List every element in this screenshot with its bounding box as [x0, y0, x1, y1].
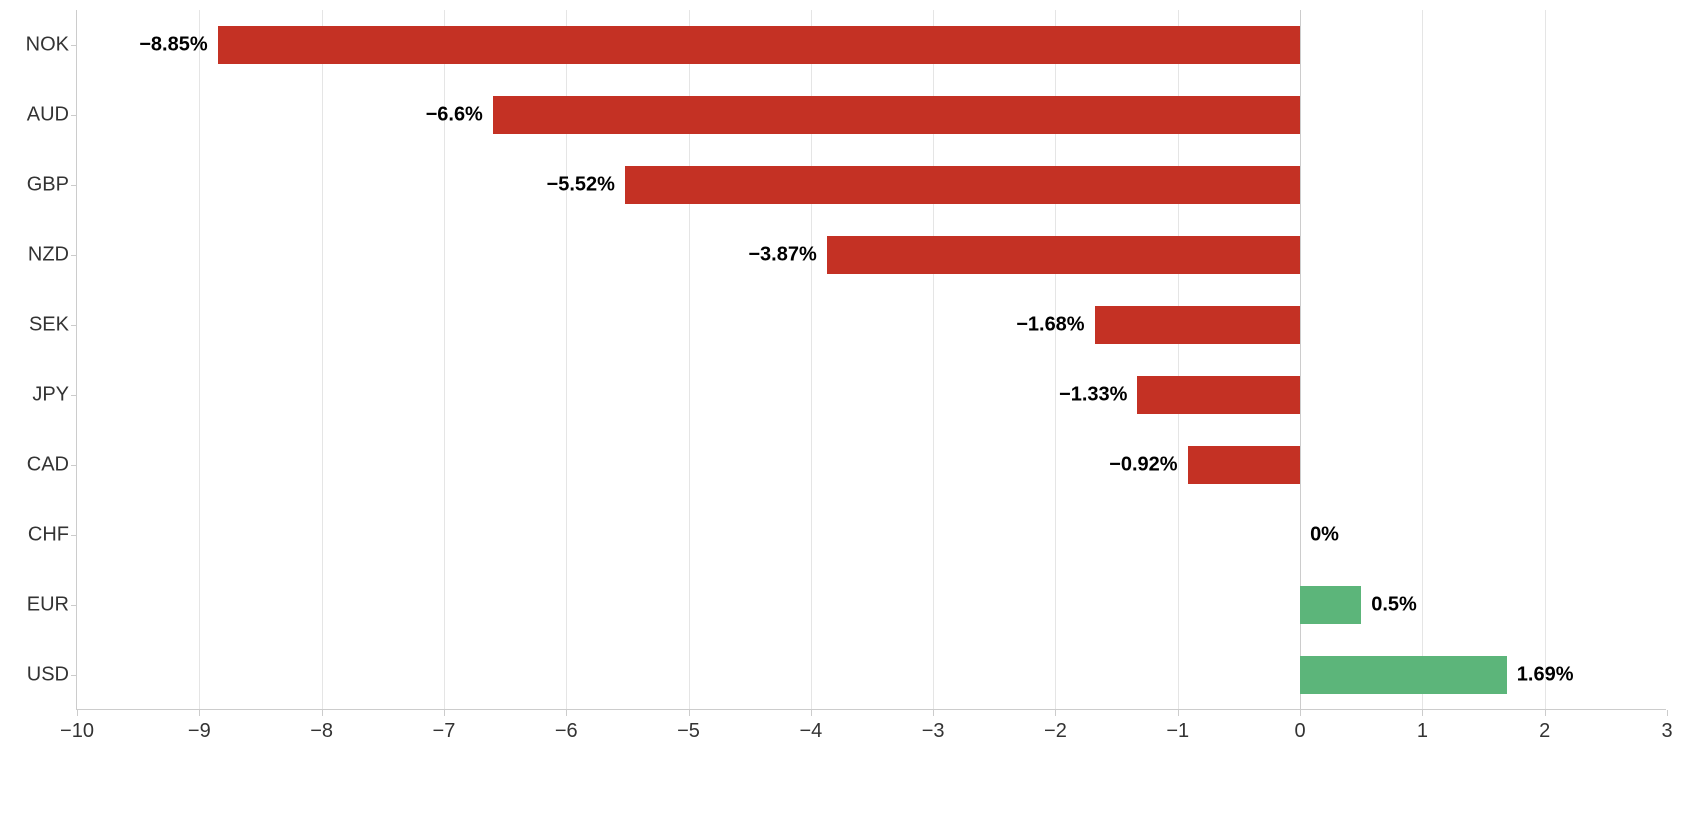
bar	[625, 166, 1300, 204]
y-tick-mark	[71, 45, 77, 46]
y-tick-mark	[71, 395, 77, 396]
bar	[827, 236, 1300, 274]
y-tick-label: SEK	[9, 314, 69, 337]
x-tick-label: 0	[1295, 720, 1306, 743]
x-tick-mark	[566, 710, 567, 716]
x-tick-label: −7	[433, 720, 456, 743]
x-tick-label: −10	[60, 720, 94, 743]
x-tick-mark	[811, 710, 812, 716]
x-tick-label: 2	[1539, 720, 1550, 743]
y-tick-label: USD	[9, 664, 69, 687]
x-tick-mark	[1055, 710, 1056, 716]
gridline	[1545, 10, 1546, 709]
x-tick-mark	[322, 710, 323, 716]
gridline	[1422, 10, 1423, 709]
bar	[1300, 586, 1361, 624]
x-tick-label: −1	[1166, 720, 1189, 743]
y-tick-label: CAD	[9, 454, 69, 477]
x-tick-label: 1	[1417, 720, 1428, 743]
x-tick-label: −8	[310, 720, 333, 743]
bar	[1188, 446, 1301, 484]
x-tick-mark	[1545, 710, 1546, 716]
x-tick-mark	[77, 710, 78, 716]
y-tick-label: NOK	[9, 34, 69, 57]
x-tick-mark	[689, 710, 690, 716]
bar	[218, 26, 1300, 64]
currency-bar-chart: −10−9−8−7−6−5−4−3−2−10123NOK−8.85%AUD−6.…	[76, 10, 1666, 710]
bar	[1095, 306, 1300, 344]
gridline	[322, 10, 323, 709]
bar-value-label: 0.5%	[1371, 594, 1417, 617]
bar	[1300, 656, 1507, 694]
x-tick-mark	[1300, 710, 1301, 716]
y-tick-mark	[71, 185, 77, 186]
y-tick-label: GBP	[9, 174, 69, 197]
y-tick-label: EUR	[9, 594, 69, 617]
bar-value-label: −1.68%	[1016, 314, 1084, 337]
bar	[493, 96, 1300, 134]
bar	[1137, 376, 1300, 414]
bar-value-label: 1.69%	[1517, 664, 1574, 687]
y-tick-mark	[71, 465, 77, 466]
y-tick-mark	[71, 675, 77, 676]
y-tick-mark	[71, 535, 77, 536]
y-tick-mark	[71, 255, 77, 256]
bar-value-label: −1.33%	[1059, 384, 1127, 407]
x-tick-mark	[1178, 710, 1179, 716]
y-tick-label: CHF	[9, 524, 69, 547]
x-tick-mark	[199, 710, 200, 716]
x-tick-mark	[933, 710, 934, 716]
y-tick-mark	[71, 115, 77, 116]
x-tick-label: −2	[1044, 720, 1067, 743]
bar-value-label: −0.92%	[1109, 454, 1177, 477]
y-tick-mark	[71, 325, 77, 326]
x-tick-label: −9	[188, 720, 211, 743]
bar-value-label: −8.85%	[139, 34, 207, 57]
x-tick-label: −3	[922, 720, 945, 743]
x-tick-label: −4	[799, 720, 822, 743]
x-tick-label: −5	[677, 720, 700, 743]
x-tick-mark	[444, 710, 445, 716]
x-tick-mark	[1667, 710, 1668, 716]
y-tick-mark	[71, 605, 77, 606]
y-tick-label: JPY	[9, 384, 69, 407]
bar-value-label: −5.52%	[547, 174, 615, 197]
bar-value-label: 0%	[1310, 524, 1339, 547]
y-tick-label: NZD	[9, 244, 69, 267]
y-tick-label: AUD	[9, 104, 69, 127]
plot-area: −10−9−8−7−6−5−4−3−2−10123NOK−8.85%AUD−6.…	[76, 10, 1666, 710]
x-tick-mark	[1422, 710, 1423, 716]
gridline	[199, 10, 200, 709]
x-tick-label: 3	[1661, 720, 1672, 743]
x-tick-label: −6	[555, 720, 578, 743]
bar-value-label: −6.6%	[426, 104, 483, 127]
bar-value-label: −3.87%	[748, 244, 816, 267]
